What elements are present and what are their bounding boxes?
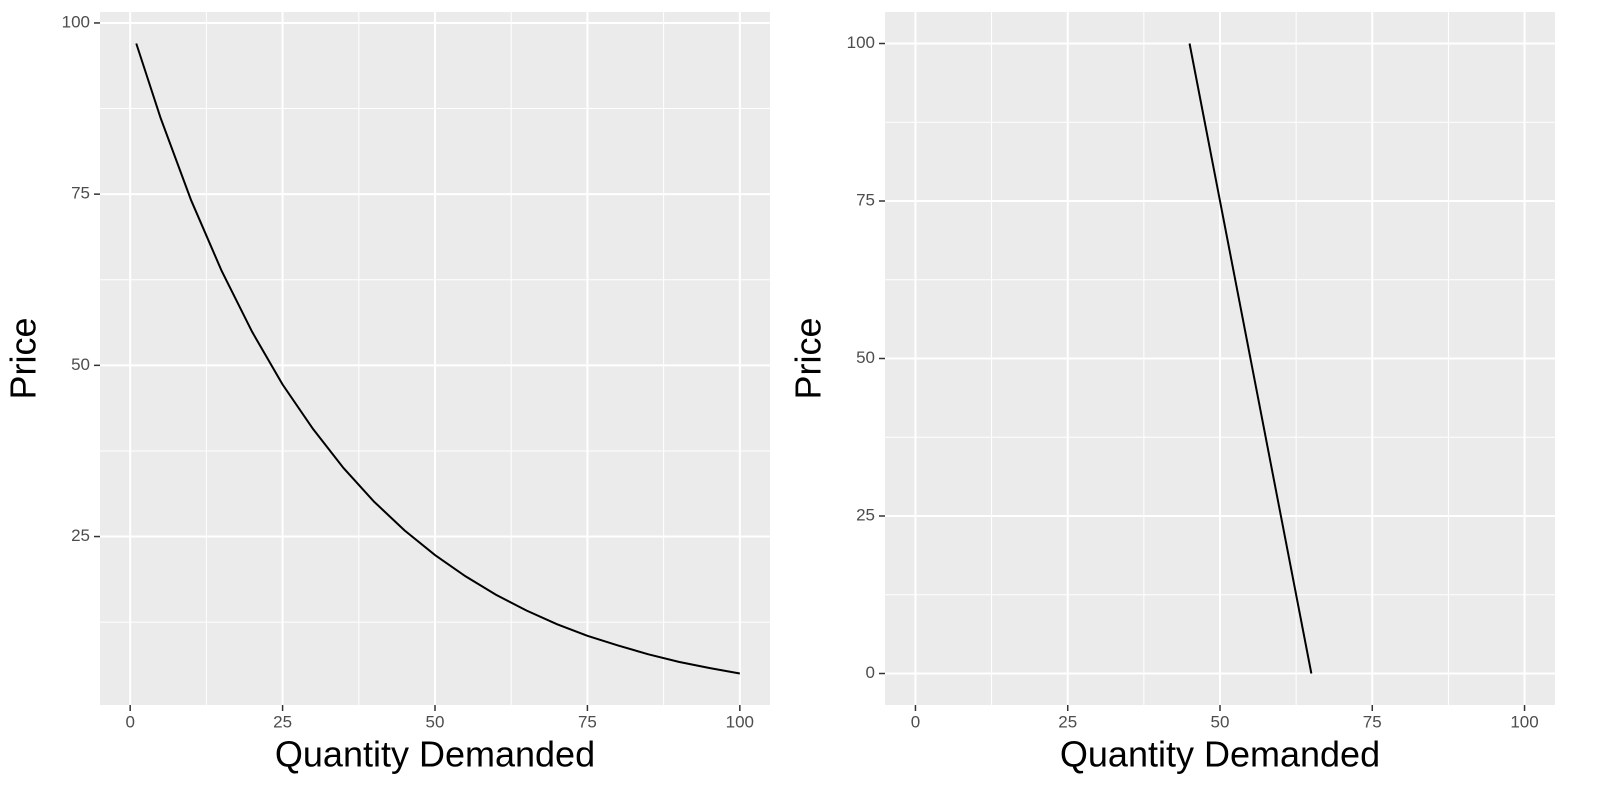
y-tick-label: 75: [856, 190, 875, 209]
y-tick-label: 0: [866, 663, 875, 682]
y-tick-label: 50: [71, 355, 90, 374]
y-tick-label: 75: [71, 184, 90, 203]
x-tick-label: 50: [1211, 712, 1230, 731]
x-tick-label: 75: [578, 712, 597, 731]
x-axis-title: Quantity Demanded: [275, 734, 595, 775]
x-tick-label: 100: [1510, 712, 1538, 731]
x-tick-label: 75: [1363, 712, 1382, 731]
panel: 0 25 50 75 100 0 25 50 75 100 Quantity Demanded Pri…: [788, 12, 1555, 775]
y-axis-title: Price: [788, 317, 829, 399]
demand-line: [1188, 43, 1313, 674]
panel: 0 25 50 75 100 25 50 75 100 Quantity Demanded Pric…: [3, 12, 770, 775]
x-tick-label: 25: [273, 712, 292, 731]
y-tick-label: 25: [856, 505, 875, 524]
y-tick-label: 100: [847, 33, 875, 52]
demand-line: [135, 43, 740, 675]
y-tick-label: 100: [62, 12, 90, 31]
x-tick-label: 50: [426, 712, 445, 731]
y-axis-title: Price: [3, 317, 44, 399]
y-tick-label: 25: [71, 526, 90, 545]
x-tick-label: 100: [726, 712, 754, 731]
x-tick-label: 0: [911, 712, 920, 731]
x-tick-label: 0: [125, 712, 134, 731]
x-axis-title: Quantity Demanded: [1060, 734, 1380, 775]
x-tick-label: 25: [1058, 712, 1077, 731]
y-tick-label: 50: [856, 348, 875, 367]
